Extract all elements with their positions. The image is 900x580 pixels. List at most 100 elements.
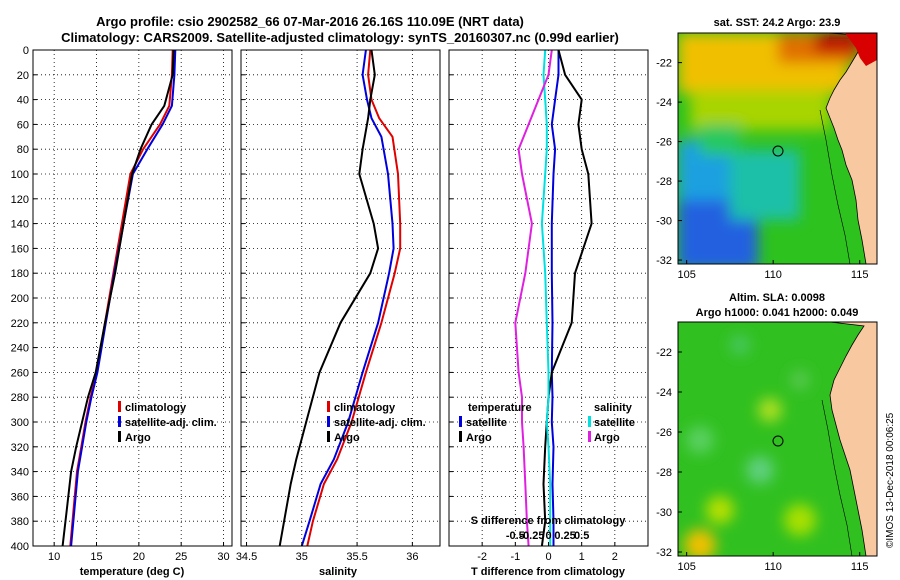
legend-label-t-argo: Argo [466, 432, 492, 444]
x-tick-label: 35 [296, 551, 308, 563]
legend-swatch-climatology-s [327, 401, 330, 412]
map-y-tick-label: -32 [656, 255, 672, 267]
sla-map-frame [677, 321, 878, 557]
map-y-tick-label: -28 [656, 176, 672, 188]
legend-swatch-t-satellite [459, 416, 462, 427]
s-tick-label: -0.5 [506, 530, 525, 542]
y-tick-label: 40 [17, 95, 29, 107]
map-x-tick-label: 110 [764, 269, 782, 281]
map-x-tick-label: 105 [677, 561, 695, 573]
sla-map-title-line1: Altim. SLA: 0.0098 [729, 292, 825, 304]
difference-grid [449, 49, 648, 547]
legend-swatch-s-satellite [588, 416, 591, 427]
temperature-ticks: 0 20 40 60 80 100 120 140 160 180 200 220 240 260 280 3… [11, 45, 230, 563]
map-y-tick-label: -24 [656, 387, 672, 399]
salinity-grid [241, 49, 440, 547]
x-tick-label: 35.5 [346, 551, 367, 563]
map-y-tick-label: -30 [656, 507, 672, 519]
map-y-tick-label: -22 [656, 58, 672, 70]
x-tick-label: -1 [510, 551, 520, 563]
map-x-tick-label: 115 [851, 561, 869, 573]
legend-swatch-climatology [118, 401, 121, 412]
y-tick-label: 300 [11, 417, 29, 429]
map-y-tick-label: -26 [656, 427, 672, 439]
legend-swatch-argo [118, 431, 121, 442]
series-line-argo [278, 50, 380, 546]
map-y-tick-label: -26 [656, 137, 672, 149]
y-tick-label: 180 [11, 268, 29, 280]
sst-argo-marker [772, 145, 784, 157]
map-x-tick-label: 105 [677, 269, 695, 281]
legend-swatch-satellite-s [327, 416, 330, 427]
s-tick-label: 0 [545, 530, 551, 542]
map-x-tick-label: 115 [851, 269, 869, 281]
legend-label-climatology-s: climatology [334, 402, 396, 414]
legend-label-t-satellite: satellite [466, 417, 507, 429]
sst-map-panel: sat. SST: 24.2 Argo: 23.9 105 110 115 -22 -2… [656, 17, 878, 281]
temperature-axes-frame [32, 49, 233, 547]
map-y-tick-label: -22 [656, 347, 672, 359]
sla-map-image [678, 322, 877, 556]
map-y-tick-label: -30 [656, 216, 672, 228]
sla-map-ticks: 105 110 115 -22 -24 -26 -28 -30 -32 [656, 347, 868, 573]
x-tick-label: 36 [406, 551, 418, 563]
legend-label-s-satellite: satellite [594, 417, 635, 429]
y-tick-label: 20 [17, 70, 29, 82]
salinity-xlabel: salinity [319, 566, 358, 578]
sla-argo-marker [772, 435, 784, 447]
y-tick-label: 380 [11, 516, 29, 528]
s-difference-ticks: -0.5-0.25 0 0.250.5 [506, 530, 589, 542]
sst-map-ticks: 105 110 115 -22 -24 -26 -28 -30 -32 [656, 58, 868, 281]
difference-lines [514, 50, 593, 546]
difference-panel: -2 -1 0 1 2 T difference from climatology S … [448, 49, 649, 578]
legend-swatch-s-argo [588, 431, 591, 442]
series-line-t-argo [540, 50, 593, 546]
legend-label-satellite-s: satellite-adj. clim. [334, 417, 426, 429]
imos-timestamp: ©IMOS 13-Dec-2018 00:06:25 [885, 412, 896, 548]
difference-legend-salinity: salinity satellite Argo [588, 402, 635, 444]
y-tick-label: 220 [11, 318, 29, 330]
series-line-argo [61, 50, 175, 546]
salinity-ticks: 34.5 35 35.5 36 [236, 49, 418, 563]
legend-label-satellite: satellite-adj. clim. [125, 417, 217, 429]
series-line-s-satellite [540, 50, 552, 546]
x-tick-label: 34.5 [236, 551, 257, 563]
legend-header-salinity: salinity [594, 402, 633, 414]
legend-header-temperature: temperature [468, 402, 532, 414]
series-line-climatology [306, 50, 402, 546]
y-tick-label: 340 [11, 467, 29, 479]
y-tick-label: 80 [17, 144, 29, 156]
difference-xlabel: T difference from climatology [471, 566, 626, 578]
map-y-tick-label: -28 [656, 467, 672, 479]
s-tick-label: 0.5 [574, 530, 589, 542]
map-y-tick-label: -24 [656, 97, 672, 109]
x-tick-label: 25 [175, 551, 187, 563]
sst-map-title: sat. SST: 24.2 Argo: 23.9 [714, 17, 841, 29]
salinity-lines [278, 50, 402, 546]
legend-label-s-argo: Argo [594, 432, 620, 444]
temperature-xlabel: temperature (deg C) [80, 566, 185, 578]
series-line-s-argo [514, 50, 553, 546]
legend-label-argo-s: Argo [334, 432, 360, 444]
y-tick-label: 60 [17, 119, 29, 131]
map-x-tick-label: 110 [764, 561, 782, 573]
x-tick-label: 10 [48, 551, 60, 563]
temperature-legend: climatology satellite-adj. clim. Argo [118, 401, 217, 444]
map-y-tick-label: -32 [656, 547, 672, 559]
y-tick-label: 320 [11, 442, 29, 454]
y-tick-label: 160 [11, 243, 29, 255]
x-tick-label: 30 [217, 551, 229, 563]
x-tick-label: 20 [133, 551, 145, 563]
y-tick-label: 0 [23, 45, 29, 57]
x-tick-label: -2 [477, 551, 487, 563]
temperature-lines [61, 50, 177, 546]
sla-map-panel: Altim. SLA: 0.0098 Argo h1000: 0.041 h20… [656, 292, 878, 573]
series-line-satellite-adj-clim- [300, 50, 395, 546]
y-tick-label: 100 [11, 169, 29, 181]
legend-label-climatology: climatology [125, 402, 187, 414]
sst-map-image [678, 33, 877, 264]
salinity-axes-frame [240, 49, 441, 547]
salinity-panel: 34.5 35 35.5 36 salinity climatology satell… [236, 49, 441, 578]
legend-swatch-satellite [118, 416, 121, 427]
